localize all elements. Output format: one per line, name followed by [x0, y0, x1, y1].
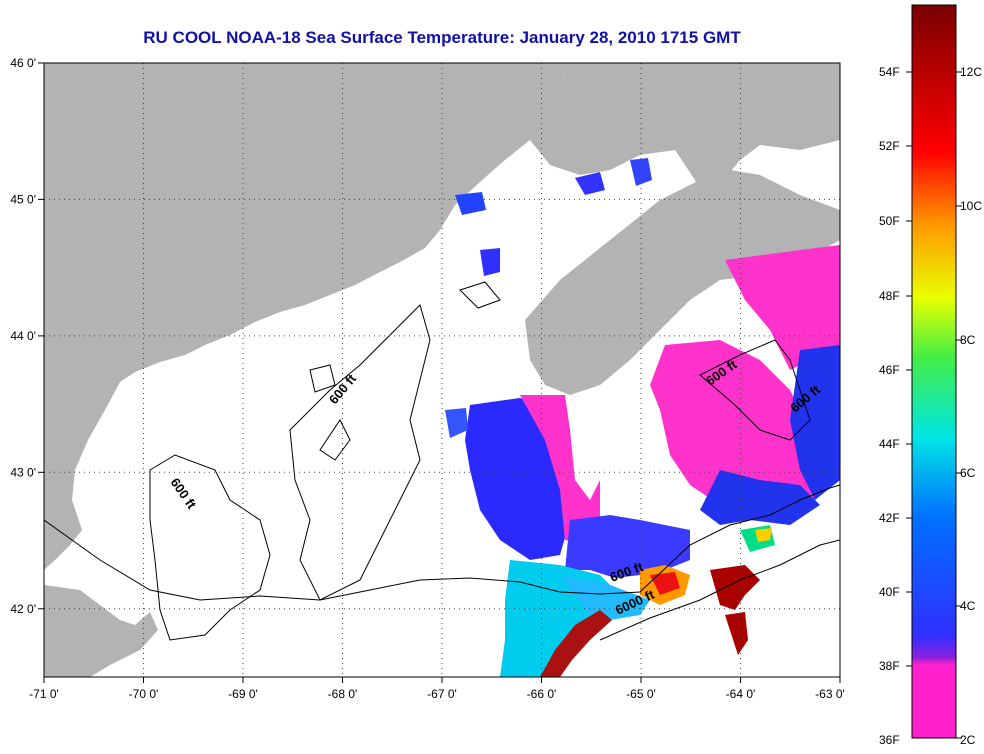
lon-tick-label: -64 0' — [726, 687, 756, 701]
colorbar-c-label: 12C — [960, 65, 982, 79]
colorbar-c-label: 6C — [960, 466, 976, 480]
colorbar-f-label: 48F — [879, 289, 900, 303]
lat-tick-label: 46 0' — [10, 56, 36, 70]
sst-patches — [445, 158, 840, 677]
colorbar-c-label: 8C — [960, 333, 976, 347]
colorbar-f-label: 44F — [879, 437, 900, 451]
lat-tick-label: 42 0' — [10, 602, 36, 616]
map-area[interactable] — [44, 63, 840, 677]
colorbar-c-label: 2C — [960, 733, 976, 747]
colorbar-f-label: 40F — [879, 585, 900, 599]
colorbar-f-label: 50F — [879, 214, 900, 228]
map-title: RU COOL NOAA-18 Sea Surface Temperature:… — [143, 28, 741, 47]
colorbar-c-label: 4C — [960, 599, 976, 613]
colorbar: 54F 52F 50F 48F 46F 44F 42F 40F 38F 36F … — [879, 4, 982, 747]
lon-tick-label: -67 0' — [427, 687, 457, 701]
colorbar-f-label: 54F — [879, 65, 900, 79]
lon-tick-label: -70 0' — [129, 687, 159, 701]
lon-tick-label: -65 0' — [626, 687, 656, 701]
land-cape-cod — [44, 585, 158, 677]
lon-tick-label: -68 0' — [328, 687, 358, 701]
colorbar-c-label: 10C — [960, 199, 982, 213]
tick-marks — [38, 62, 841, 683]
colorbar-f-label: 42F — [879, 511, 900, 525]
lon-tick-label: -71 0' — [29, 687, 59, 701]
colorbar-f-label: 38F — [879, 659, 900, 673]
lat-tick-label: 45 0' — [10, 192, 36, 206]
land-new-brunswick — [530, 63, 840, 210]
depth-contours — [44, 281, 840, 641]
colorbar-gradient — [911, 4, 957, 739]
colorbar-f-label: 36F — [879, 733, 900, 747]
lat-tick-label: 44 0' — [10, 329, 36, 343]
colorbar-f-label: 52F — [879, 139, 900, 153]
lon-tick-label: -69 0' — [228, 687, 258, 701]
land-new-england — [44, 63, 570, 570]
colorbar-f-label: 46F — [879, 363, 900, 377]
lon-tick-label: -63 0' — [815, 687, 845, 701]
land-nova-scotia — [525, 170, 840, 395]
lon-tick-label: -66 0' — [527, 687, 557, 701]
lat-tick-label: 43 0' — [10, 465, 36, 479]
